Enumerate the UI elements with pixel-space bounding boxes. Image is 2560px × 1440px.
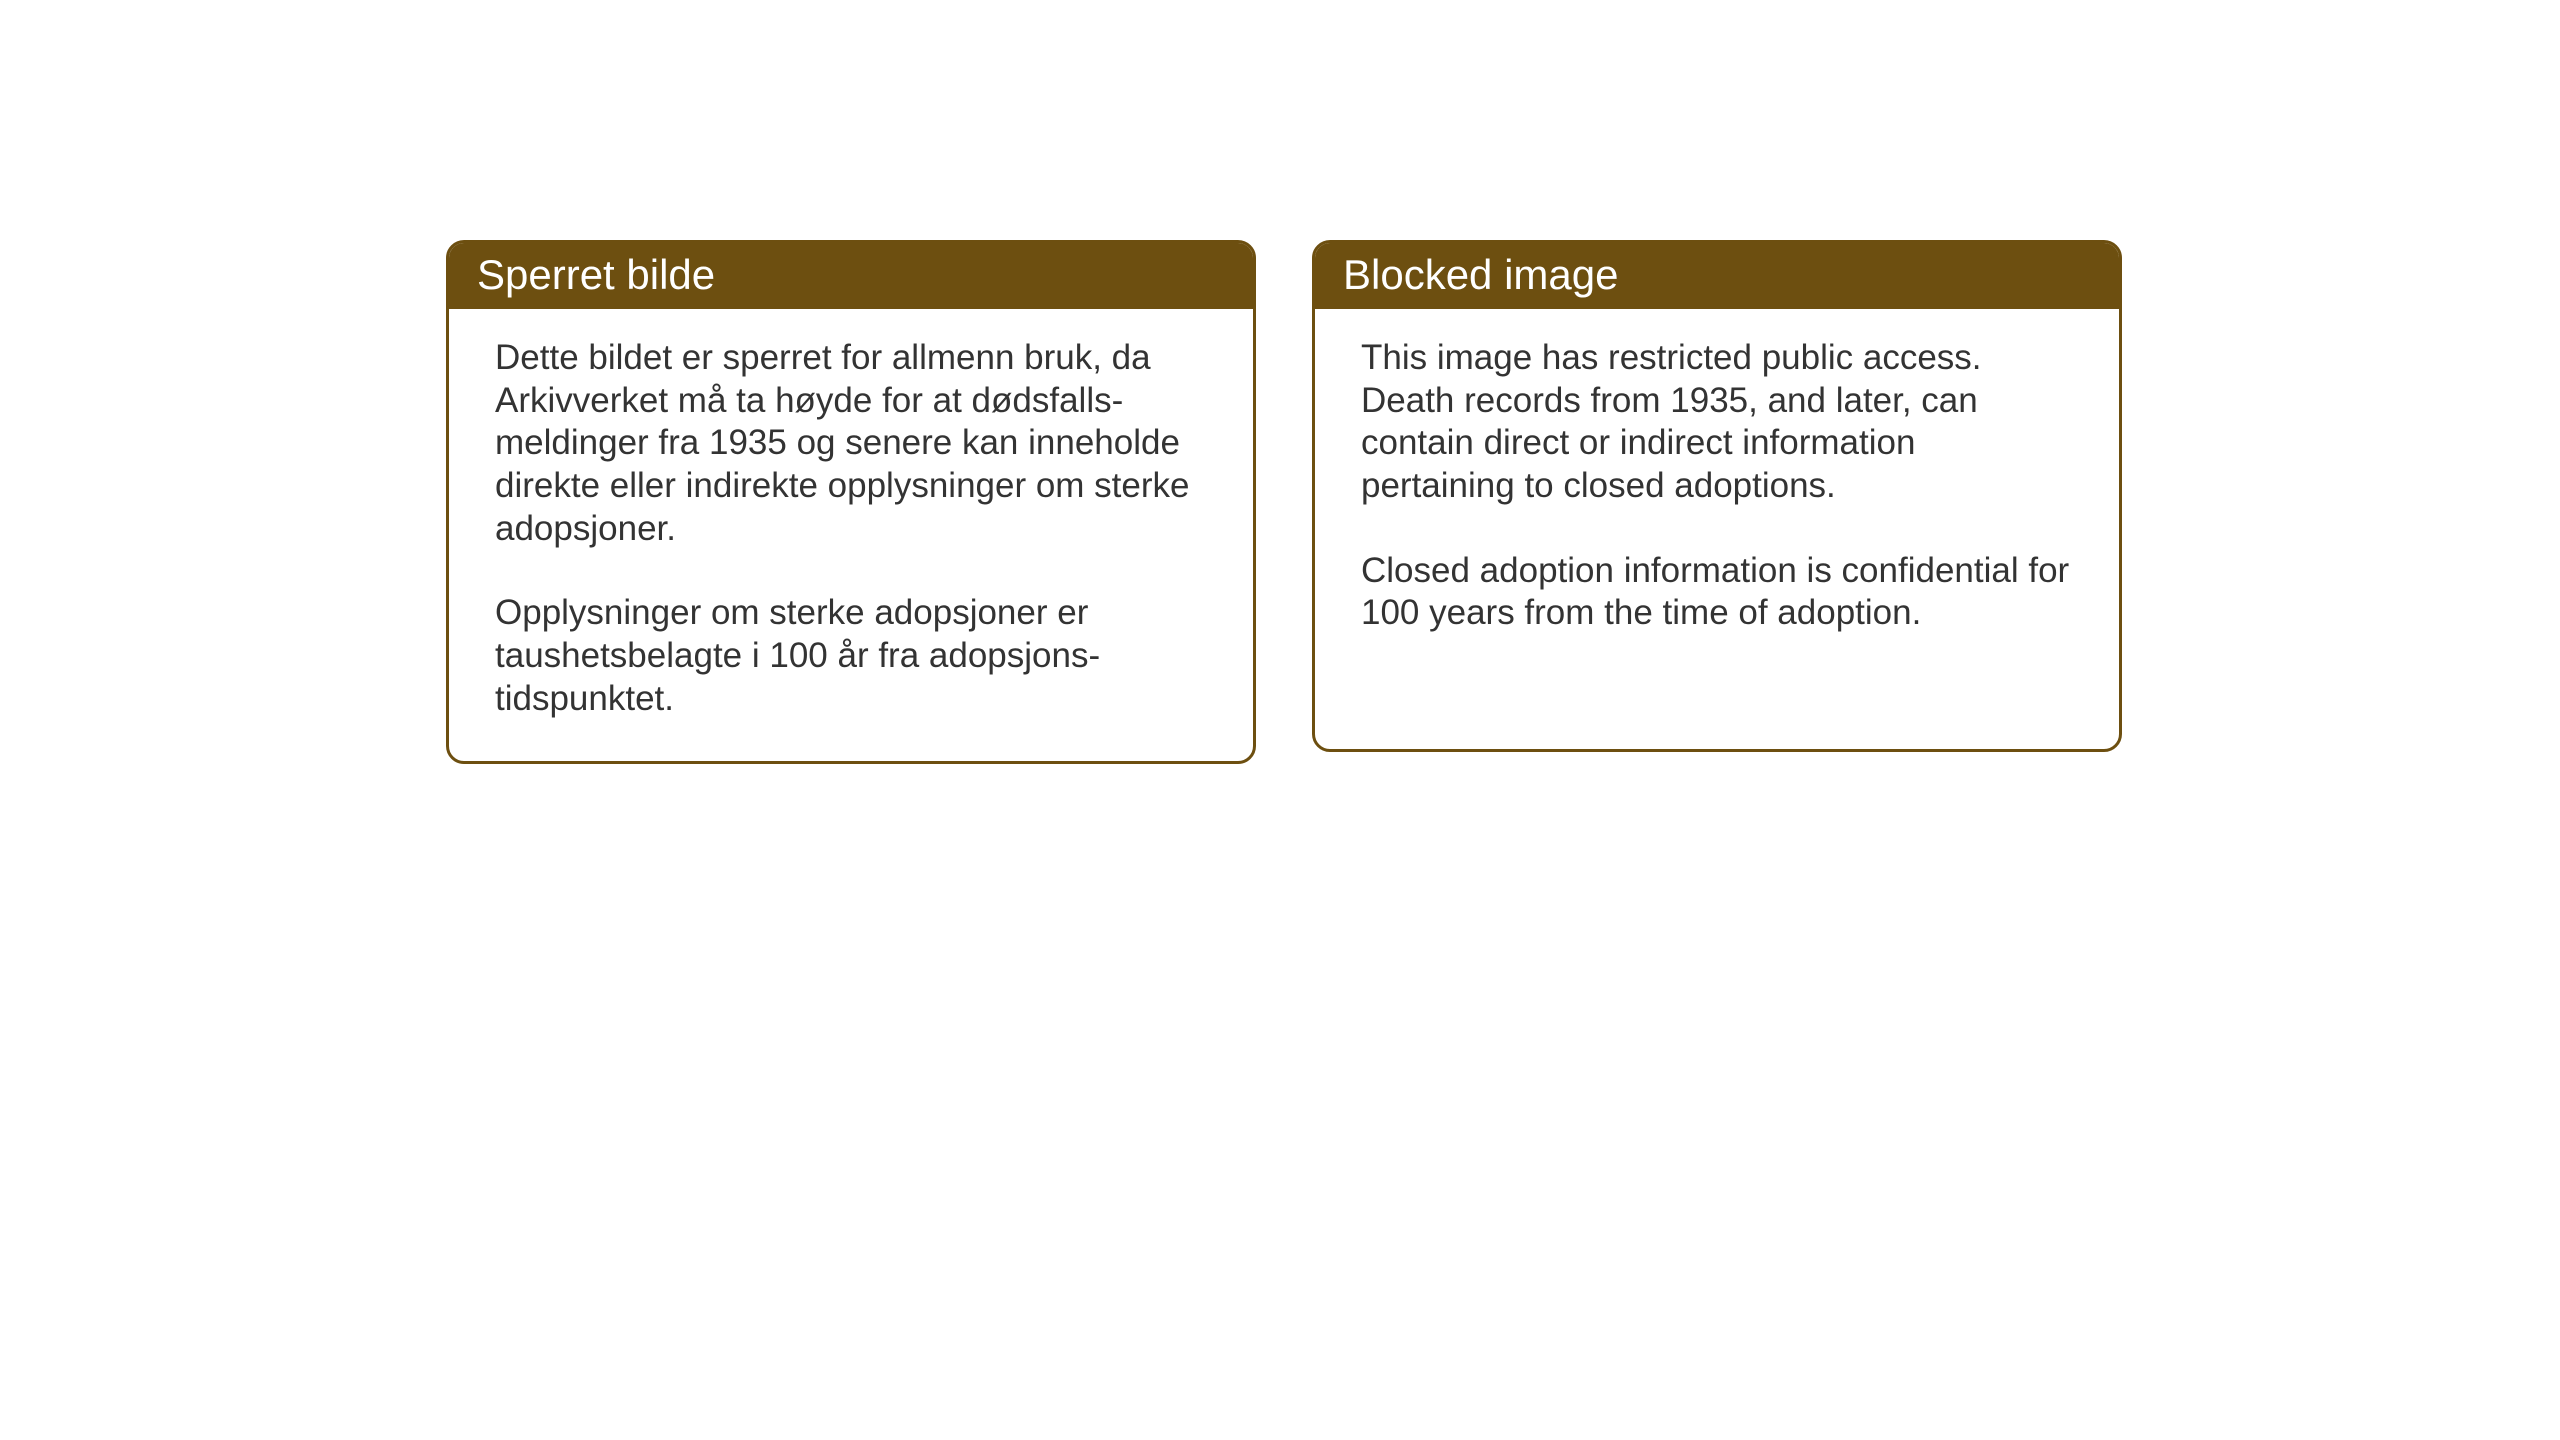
notice-body-norwegian: Dette bildet er sperret for allmenn bruk…	[449, 309, 1253, 761]
notice-card-norwegian: Sperret bilde Dette bildet er sperret fo…	[446, 240, 1256, 764]
notice-title-norwegian: Sperret bilde	[449, 243, 1253, 309]
notice-card-english: Blocked image This image has restricted …	[1312, 240, 2122, 752]
notice-title-english: Blocked image	[1315, 243, 2119, 309]
notice-paragraph-2-english: Closed adoption information is confident…	[1361, 550, 2073, 635]
notice-paragraph-1-norwegian: Dette bildet er sperret for allmenn bruk…	[495, 337, 1207, 550]
notice-paragraph-1-english: This image has restricted public access.…	[1361, 337, 2073, 508]
notice-container: Sperret bilde Dette bildet er sperret fo…	[446, 240, 2122, 764]
notice-paragraph-2-norwegian: Opplysninger om sterke adopsjoner er tau…	[495, 592, 1207, 720]
notice-body-english: This image has restricted public access.…	[1315, 309, 2119, 675]
